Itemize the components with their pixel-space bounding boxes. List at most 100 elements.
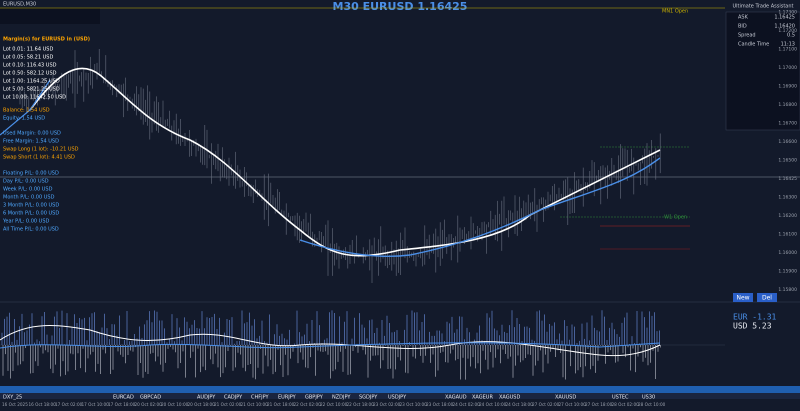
date-label: 17 Oct 10:00 bbox=[82, 402, 110, 407]
symbol-bar[interactable] bbox=[0, 386, 800, 393]
margin-info: Free Margin: 1.54 USD bbox=[3, 139, 59, 145]
price-label: 1.16000 bbox=[778, 250, 797, 256]
symbol-tab[interactable]: XAUUSD bbox=[555, 395, 576, 401]
symbol-names-bar bbox=[0, 393, 800, 399]
account-info: Balance: 1.54 USD bbox=[3, 108, 50, 114]
price-label: 1.16200 bbox=[778, 213, 797, 219]
price-label: 1.17100 bbox=[778, 47, 797, 53]
price-label: 1.17000 bbox=[778, 65, 797, 71]
assistant-title: Ultimate Trade Assistant bbox=[732, 4, 793, 10]
symbol-tab[interactable]: CADJPY bbox=[224, 395, 243, 401]
lot-margin: Lot 10.00: 11642.50 USD bbox=[3, 95, 66, 101]
date-label: 27 Oct 18:00 bbox=[585, 402, 613, 407]
symbol-tab[interactable]: AUDJPY bbox=[197, 395, 216, 401]
pl-info: Month P/L: 0.00 USD bbox=[3, 195, 55, 201]
symbol-tab[interactable]: XAGUSD bbox=[499, 395, 520, 401]
mn1-label: MN1 Open bbox=[662, 9, 688, 15]
assistant-key: BID bbox=[738, 24, 747, 30]
date-label: 22 Oct 02:00 bbox=[294, 402, 322, 407]
lot-margin: Lot 5.00: 5821.25 USD bbox=[3, 87, 60, 93]
pl-info: 3 Month P/L: 0.00 USD bbox=[3, 203, 59, 209]
symbol-tab[interactable]: USTEC bbox=[612, 395, 629, 401]
date-label: 24 Oct 10:00 bbox=[479, 402, 507, 407]
pl-info: Floating P/L: 0.00 USD bbox=[3, 171, 59, 177]
symbol-tab[interactable]: US30 bbox=[642, 395, 655, 401]
date-label: 27 Oct 02:00 bbox=[532, 402, 560, 407]
symbol-label: EURUSD,M30 bbox=[3, 2, 36, 8]
margin-info: Swap Short (1 lot): 4.41 USD bbox=[3, 155, 75, 161]
date-label: 27 Oct 10:00 bbox=[559, 402, 587, 407]
trade-assistant-panel bbox=[725, 11, 800, 131]
new-button[interactable] bbox=[733, 293, 753, 302]
margin-info: Used Margin: 0.00 USD bbox=[3, 131, 61, 137]
date-label: 20 Oct 10:00 bbox=[161, 402, 189, 407]
lot-margin: Lot 0.50: 582.12 USD bbox=[3, 71, 57, 77]
symbol-tab[interactable]: EURCAD bbox=[113, 395, 134, 401]
price-label: 1.16500 bbox=[778, 158, 797, 164]
price-label: 1.16800 bbox=[778, 102, 797, 108]
price-label: 1.16700 bbox=[778, 121, 797, 127]
date-label: 22 Oct 18:00 bbox=[347, 402, 375, 407]
date-label: 23 Oct 02:00 bbox=[373, 402, 401, 407]
symbol-tab[interactable]: XAGAUD bbox=[445, 395, 467, 401]
chart-title: M30 EURUSD 1.16425 bbox=[333, 0, 468, 13]
date-label: 16 Oct 18:00 bbox=[29, 402, 57, 407]
assistant-key: ASK bbox=[738, 15, 749, 21]
pl-info: Week P/L: 0.00 USD bbox=[3, 187, 53, 193]
indicator-line-blue bbox=[0, 342, 661, 349]
date-label: 21 Oct 18:00 bbox=[267, 402, 295, 407]
symbol-tab[interactable]: GBPCAD bbox=[140, 395, 161, 401]
price-bars bbox=[19, 49, 661, 284]
assistant-value: 0.5 bbox=[787, 33, 795, 39]
date-label: 17 Oct 02:00 bbox=[55, 402, 83, 407]
pl-info: 6 Month P/L: 0.00 USD bbox=[3, 211, 59, 217]
date-label: 21 Oct 10:00 bbox=[241, 402, 269, 407]
del-button-label[interactable]: Del bbox=[762, 295, 772, 302]
indicator-histogram bbox=[1, 310, 661, 380]
del-button[interactable] bbox=[757, 293, 777, 302]
assistant-key: Spread bbox=[738, 33, 756, 39]
symbol-tab[interactable]: DXY_25 bbox=[3, 395, 22, 401]
price-label: 1.16900 bbox=[778, 84, 797, 90]
price-label: 1.16100 bbox=[778, 232, 797, 238]
pl-info: Day P/L: 0.00 USD bbox=[3, 179, 49, 185]
price-label: 1.17200 bbox=[778, 28, 797, 34]
price-label: 1.17300 bbox=[778, 10, 797, 16]
date-label: 24 Oct 02:00 bbox=[453, 402, 481, 407]
moving-average-blue-left bbox=[0, 79, 51, 136]
date-label: 28 Oct 02:00 bbox=[612, 402, 640, 407]
symbol-tab[interactable]: XAGEUR bbox=[472, 395, 493, 401]
margin-heading: Margin(s) for EURUSD in (USD) bbox=[3, 37, 90, 43]
price-label: 1.15800 bbox=[778, 287, 797, 293]
assistant-value: 1.16420 bbox=[774, 24, 795, 30]
lot-margin: Lot 1.00: 1164.25 USD bbox=[3, 79, 60, 85]
symbol-tab[interactable]: CHFJPY bbox=[251, 395, 270, 401]
new-button-label[interactable]: New bbox=[736, 295, 749, 302]
assistant-value: 11:13 bbox=[781, 42, 795, 48]
symbol-tab[interactable]: SGDJPY bbox=[359, 395, 378, 401]
lot-margin: Lot 0.01: 11.64 USD bbox=[3, 47, 53, 53]
assistant-value: 1.16425 bbox=[774, 15, 795, 21]
indicator-line-white bbox=[0, 325, 661, 357]
symbol-tab[interactable]: EURJPY bbox=[278, 395, 297, 401]
pl-info: All Time P/L: 0.00 USD bbox=[3, 227, 59, 233]
date-label: 28 Oct 10:00 bbox=[638, 402, 666, 407]
price-label: 1.16425 bbox=[778, 176, 797, 182]
moving-average-blue bbox=[299, 157, 661, 258]
date-label: 22 Oct 10:00 bbox=[320, 402, 348, 407]
lot-margin: Lot 0.05: 58.21 USD bbox=[3, 55, 53, 61]
date-label: 17 Oct 18:00 bbox=[108, 402, 136, 407]
date-label: 24 Oct 18:00 bbox=[506, 402, 534, 407]
date-label: 20 Oct 18:00 bbox=[188, 402, 216, 407]
date-label: 20 Oct 02:00 bbox=[135, 402, 163, 407]
eur-strength: EUR -1.31 bbox=[733, 313, 777, 322]
symbol-tab[interactable]: GBPJPY bbox=[305, 395, 324, 401]
date-label: 21 Oct 02:00 bbox=[214, 402, 242, 407]
toolbar[interactable] bbox=[0, 8, 100, 24]
margin-info: Swap Long (1 lot): -10.21 USD bbox=[3, 147, 79, 153]
symbol-tab[interactable]: USDJPY bbox=[388, 395, 407, 401]
price-label: 1.15900 bbox=[778, 269, 797, 275]
symbol-tab[interactable]: NZDJPY bbox=[332, 395, 351, 401]
